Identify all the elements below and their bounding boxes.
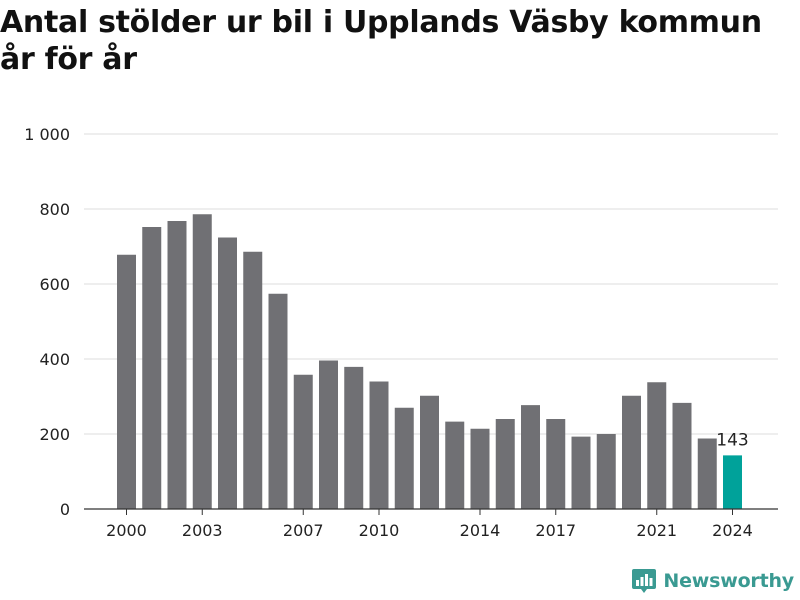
bar-2015 xyxy=(496,419,515,509)
bar-2007 xyxy=(294,375,313,509)
bar-2019 xyxy=(597,434,616,509)
bar-2013 xyxy=(445,422,464,509)
bar-chart: 02004006008001 000 2000 2003 2007 2010 2014 2… xyxy=(0,0,800,600)
data-labels: 143 xyxy=(716,430,748,450)
y-tick-label: 800 xyxy=(39,200,70,219)
y-tick-label: 600 xyxy=(39,275,70,294)
x-tick-label: 2014 xyxy=(460,521,501,540)
bar-2021 xyxy=(647,382,666,509)
logo-bar-2 xyxy=(641,577,644,586)
x-tick-label: 2007 xyxy=(283,521,324,540)
logo-bar-4 xyxy=(650,578,653,586)
data-label-2024: 143 xyxy=(716,430,748,450)
bar-2001 xyxy=(142,227,161,509)
bar-2000 xyxy=(117,255,136,509)
gridlines xyxy=(84,134,778,434)
bar-2020 xyxy=(622,396,641,509)
x-axis xyxy=(84,509,778,515)
bar-chart-icon xyxy=(631,568,657,594)
bar-2012 xyxy=(420,396,439,509)
bar-2017 xyxy=(546,419,565,509)
y-axis-tick-labels: 0 200 400 600 800 1 000 xyxy=(24,125,70,519)
y-tick-label: 0 xyxy=(60,500,70,519)
y-tick-label: 200 xyxy=(39,425,70,444)
bar-2018 xyxy=(572,437,591,509)
bar-2011 xyxy=(395,408,414,509)
x-tick-label: 2010 xyxy=(359,521,400,540)
bars xyxy=(117,214,742,509)
y-tick-label: 1 000 xyxy=(24,125,70,144)
bar-2003 xyxy=(193,214,212,509)
x-tick-label: 2003 xyxy=(182,521,223,540)
bar-2008 xyxy=(319,361,338,510)
x-axis-tick-labels: 2000 2003 2007 2010 2014 2017 2021 2024 xyxy=(106,521,753,540)
x-tick-label: 2017 xyxy=(535,521,576,540)
bar-2005 xyxy=(243,252,262,509)
logo-bar-3 xyxy=(645,574,648,586)
logo-bar-1 xyxy=(636,580,639,586)
bar-2023 xyxy=(698,439,717,510)
x-tick-label: 2021 xyxy=(636,521,677,540)
x-tick-label: 2024 xyxy=(712,521,753,540)
y-tick-label: 400 xyxy=(39,350,70,369)
bar-2022 xyxy=(673,403,692,509)
newsworthy-logo: Newsworthy xyxy=(631,568,794,594)
brand-name: Newsworthy xyxy=(663,570,794,592)
bar-2006 xyxy=(269,294,288,509)
bar-2002 xyxy=(168,221,187,509)
x-tick-label: 2000 xyxy=(106,521,147,540)
bar-2010 xyxy=(370,382,389,510)
bar-2014 xyxy=(471,429,490,509)
bar-2024 xyxy=(723,455,742,509)
bar-2016 xyxy=(521,405,540,509)
bar-2004 xyxy=(218,238,237,510)
bar-2009 xyxy=(344,367,363,509)
